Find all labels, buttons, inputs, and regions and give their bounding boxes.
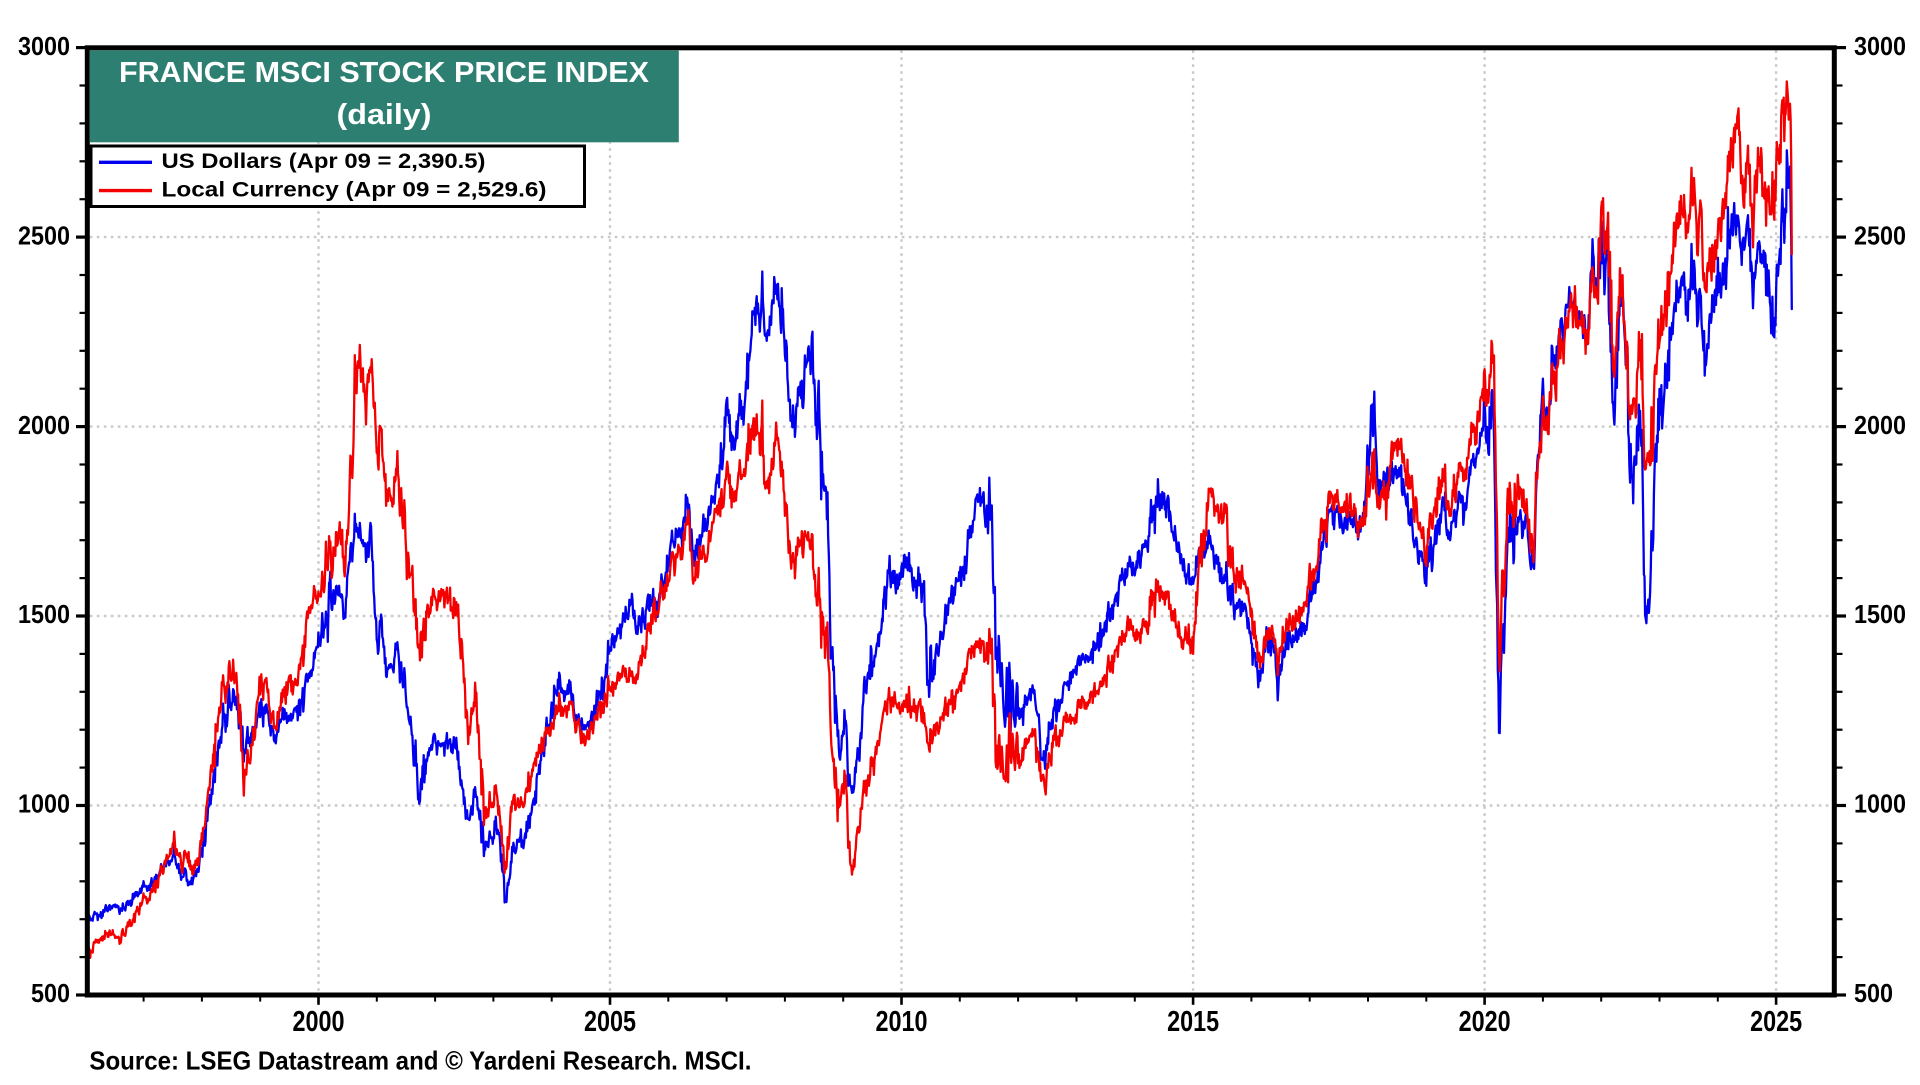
svg-text:1000: 1000 — [18, 789, 70, 819]
svg-text:2005: 2005 — [584, 1006, 636, 1038]
svg-text:500: 500 — [1854, 978, 1893, 1008]
svg-text:500: 500 — [31, 978, 70, 1008]
svg-text:2500: 2500 — [18, 220, 70, 250]
svg-text:2010: 2010 — [876, 1006, 928, 1038]
svg-text:Source: LSEG Datastream and ©: Source: LSEG Datastream and © Yardeni Re… — [89, 1046, 751, 1076]
svg-text:2020: 2020 — [1459, 1006, 1511, 1038]
svg-text:US Dollars (Apr 09 = 2,390.5): US Dollars (Apr 09 = 2,390.5) — [162, 149, 486, 173]
svg-text:3000: 3000 — [1854, 31, 1906, 61]
svg-text:2000: 2000 — [1854, 410, 1906, 440]
svg-text:3000: 3000 — [18, 31, 70, 61]
svg-text:2500: 2500 — [1854, 220, 1906, 250]
svg-text:1500: 1500 — [1854, 599, 1906, 629]
svg-text:1500: 1500 — [18, 599, 70, 629]
svg-text:(daily): (daily) — [337, 99, 432, 131]
svg-text:2025: 2025 — [1750, 1006, 1802, 1038]
svg-text:2000: 2000 — [18, 410, 70, 440]
svg-text:2015: 2015 — [1167, 1006, 1219, 1038]
svg-text:Local Currency (Apr 09 = 2,529: Local Currency (Apr 09 = 2,529.6) — [162, 177, 547, 201]
svg-text:2000: 2000 — [293, 1006, 345, 1038]
svg-text:FRANCE MSCI STOCK PRICE INDEX: FRANCE MSCI STOCK PRICE INDEX — [119, 57, 650, 89]
svg-text:1000: 1000 — [1854, 789, 1906, 819]
